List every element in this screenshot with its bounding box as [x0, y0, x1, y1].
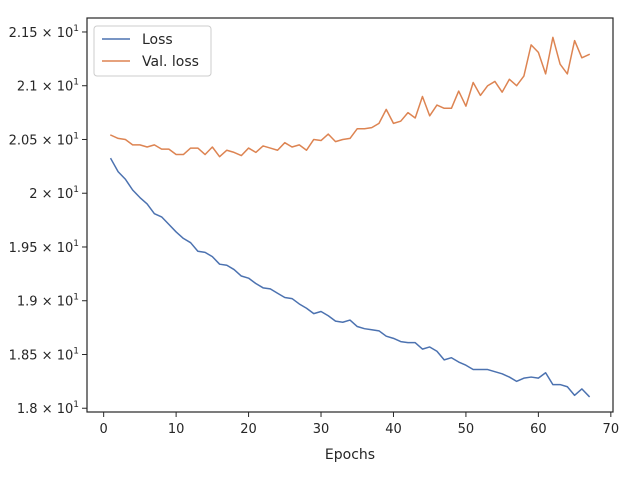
x-tick-label: 10 [168, 422, 185, 437]
series-line-val-loss [109, 36, 591, 158]
y-tick-label: 1.95 × 101 [9, 239, 79, 256]
plot-area [87, 18, 613, 412]
y-tick-label: 1.8 × 101 [17, 400, 79, 417]
series-layer [109, 36, 591, 398]
y-tick-label: 2.15 × 101 [9, 24, 79, 41]
x-axis-label: Epochs [325, 447, 375, 463]
x-tick-label: 50 [458, 422, 475, 437]
x-tick-label: 70 [603, 422, 620, 437]
x-tick-label: 0 [100, 422, 108, 437]
y-tick-label: 2.05 × 101 [9, 131, 79, 148]
legend-label-loss: Loss [142, 32, 173, 48]
y-ticks: 1.8 × 101 1.85 × 101 1.9 × 101 1.95 × 101 2 … [9, 24, 87, 417]
legend-label-val-loss: Val. loss [142, 54, 199, 70]
y-tick-label: 2.1 × 101 [17, 78, 79, 95]
y-tick-label: 2 × 101 [29, 185, 79, 202]
plot-frame [86, 17, 614, 413]
x-ticks: 0 10 20 30 40 50 60 70 [100, 412, 620, 437]
x-tick-label: 60 [530, 422, 547, 437]
y-tick-label: 1.85 × 101 [9, 346, 79, 363]
series-line-loss [109, 157, 591, 398]
x-tick-label: 20 [240, 422, 257, 437]
x-tick-label: 40 [385, 422, 402, 437]
legend: Loss Val. loss [93, 25, 212, 77]
y-tick-label: 1.9 × 101 [17, 293, 79, 310]
x-tick-label: 30 [313, 422, 330, 437]
